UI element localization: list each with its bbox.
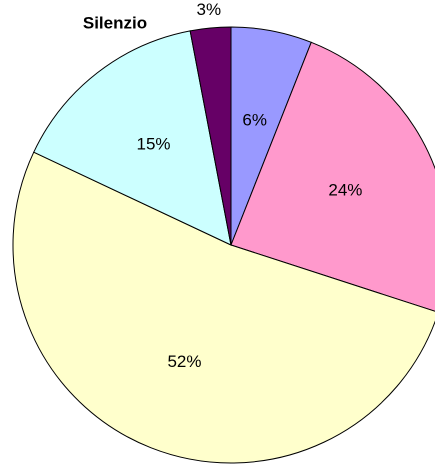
pie-slice	[189, 26, 232, 246]
pie-slice	[33, 30, 232, 246]
pie-slice	[230, 41, 435, 312]
data-label: 52%	[167, 352, 201, 371]
data-label: 3%	[197, 0, 222, 19]
chart-title: Silenzio	[83, 13, 147, 32]
data-label: 15%	[136, 135, 170, 154]
data-label: 24%	[328, 181, 362, 200]
data-label: 6%	[242, 110, 267, 129]
pie-slice	[12, 151, 435, 464]
